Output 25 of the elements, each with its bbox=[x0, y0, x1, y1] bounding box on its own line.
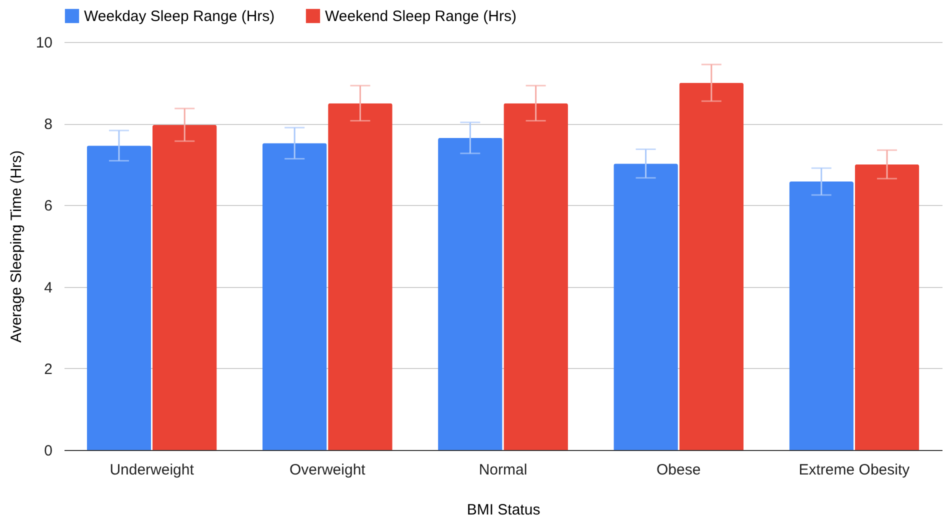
bar bbox=[614, 164, 678, 450]
x-tick-label: Extreme Obesity bbox=[798, 462, 910, 478]
y-tick-label: 8 bbox=[44, 116, 52, 134]
bar bbox=[679, 82, 744, 450]
x-tick-label: Normal bbox=[478, 462, 528, 478]
x-tick-label: Overweight bbox=[289, 462, 366, 478]
legend-label: Weekend Sleep Range (Hrs) bbox=[325, 8, 516, 25]
x-tick-label: Obese bbox=[656, 462, 701, 478]
bar bbox=[504, 103, 568, 450]
y-tick-label: 4 bbox=[44, 279, 52, 296]
y-axis-title: Average Sleeping Time (Hrs) bbox=[8, 150, 25, 343]
x-axis-title: BMI Status bbox=[466, 502, 540, 518]
bar bbox=[438, 138, 502, 450]
bar bbox=[86, 146, 152, 450]
x-tick-label: Underweight bbox=[110, 462, 195, 478]
y-tick-label: 6 bbox=[44, 198, 52, 215]
bar bbox=[789, 182, 854, 450]
bar bbox=[262, 143, 327, 450]
y-tick-label: 0 bbox=[44, 442, 52, 460]
bar bbox=[854, 164, 920, 450]
legend-label: Weekday Sleep Range (Hrs) bbox=[84, 8, 275, 25]
y-tick-label: 2 bbox=[44, 360, 52, 378]
y-tick-label: 10 bbox=[36, 34, 52, 52]
bar bbox=[152, 124, 217, 450]
bar bbox=[328, 103, 392, 450]
